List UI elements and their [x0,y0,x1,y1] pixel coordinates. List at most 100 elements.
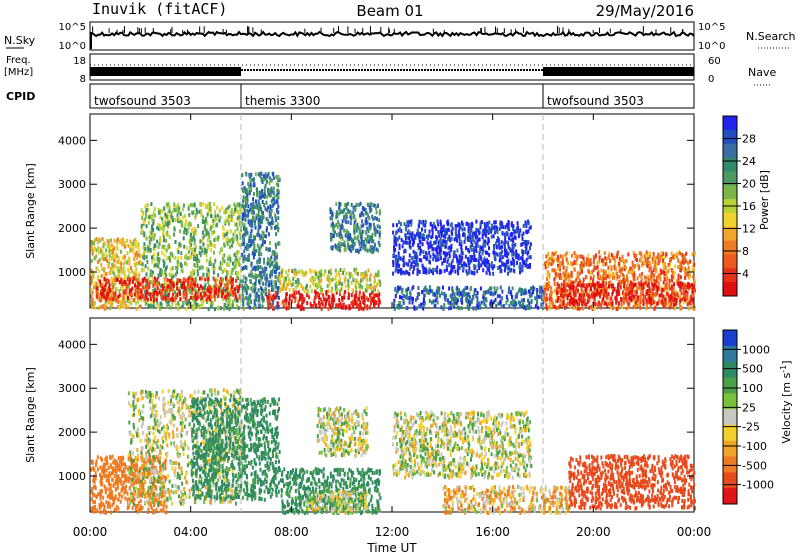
power-cell [490,299,492,303]
power-cell [668,302,670,306]
power-cell [109,258,111,262]
power-cell [123,266,125,270]
power-cell [481,220,483,224]
power-cell [369,306,371,310]
power-cell [473,264,475,268]
power-cell [482,268,484,272]
power-cell [287,274,289,278]
power-cell [399,256,401,260]
power-cell [168,298,170,302]
power-cell [473,246,475,250]
power-cell [334,244,336,248]
power-cell [142,212,144,216]
power-cell [193,227,195,231]
power-cell [374,216,376,220]
power-cell [653,273,655,277]
power-cell [435,298,437,302]
power-cell [170,215,172,219]
power-cell [607,266,609,270]
power-cell [593,275,595,279]
power-cell [206,273,208,277]
power-cell [154,264,156,268]
power-cell [469,287,471,291]
power-cell [340,304,342,308]
power-cell [660,254,662,258]
power-cell [412,256,414,260]
power-cell [538,295,540,299]
power-cell [579,254,581,258]
power-cell [203,291,205,295]
power-cell [506,254,508,258]
power-cell [345,272,347,276]
power-cell [130,302,132,306]
power-cell [213,202,215,206]
power-cell [269,241,271,245]
power-cell [530,292,532,296]
power-cell [273,203,275,207]
power-cell [92,241,94,245]
power-cell [212,222,214,226]
power-cell [640,294,642,298]
power-cell [502,225,504,229]
power-cell [441,291,443,295]
power-cell [423,298,425,302]
power-cell [260,235,262,239]
power-cell [222,270,224,274]
power-cell [604,251,606,255]
power-cell [189,290,191,294]
power-cell [432,247,434,251]
power-cell [497,230,499,234]
power-cell [406,241,408,245]
power-cell [210,243,212,247]
power-cell [179,279,181,283]
power-cell [276,189,278,193]
power-cell [408,272,410,276]
power-cell [396,223,398,227]
power-cell [233,212,235,216]
power-cell [285,277,287,281]
power-cell [171,286,173,290]
power-cell [425,286,427,290]
power-cell [274,285,276,289]
power-cell [396,229,398,233]
power-cell [495,257,497,261]
power-cell [475,258,477,262]
power-cell [499,265,501,269]
power-cell [229,298,231,302]
power-cell [249,191,251,195]
power-cell [190,255,192,259]
nave-tick-bottom: 0 [708,74,714,85]
power-cell [143,242,145,246]
power-cell [136,307,138,311]
power-cell [463,267,465,271]
power-cell [232,291,234,295]
power-cell [269,274,271,278]
power-cell [349,233,351,237]
power-cell [258,213,260,217]
power-cell [328,307,330,311]
power-cell [117,300,119,304]
power-cell [460,246,462,250]
power-cell [371,245,373,249]
power-cell [214,244,216,248]
power-cell [362,292,364,296]
power-cell [223,210,225,214]
power-cell [294,299,296,303]
power-cell [531,299,533,303]
power-cell [239,296,241,300]
power-cell [619,269,621,273]
power-cell [413,305,415,309]
power-cell [207,244,209,248]
power-cell [352,305,354,309]
power-cell [253,255,255,259]
power-cell [153,219,155,223]
power-cell [98,306,100,310]
power-cell [372,239,374,243]
power-cell [274,195,276,199]
power-cell [484,239,486,243]
power-cell [668,266,670,270]
power-cell [174,256,176,260]
power-cell [360,278,362,282]
power-cell [530,242,532,246]
power-cell [219,216,221,220]
